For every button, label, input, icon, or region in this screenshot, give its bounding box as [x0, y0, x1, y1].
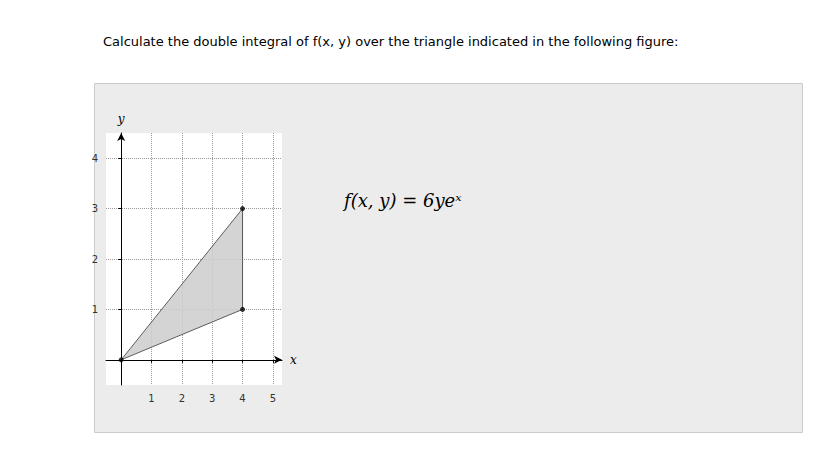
svg-text:f(x, y) = 6yeˣ: f(x, y) = 6yeˣ [342, 190, 462, 211]
svg-text:Calculate the double integral: Calculate the double integral of f(x, y)… [103, 34, 678, 49]
svg-text:y: y [117, 112, 125, 126]
svg-text:x: x [290, 353, 297, 367]
svg-text:3: 3 [92, 203, 98, 214]
svg-text:5: 5 [270, 393, 276, 404]
svg-text:4: 4 [92, 153, 98, 164]
svg-text:3: 3 [209, 393, 215, 404]
svg-text:2: 2 [179, 393, 185, 404]
svg-text:1: 1 [92, 304, 98, 315]
svg-text:4: 4 [239, 393, 245, 404]
svg-text:2: 2 [92, 254, 98, 265]
svg-text:1: 1 [148, 393, 154, 404]
